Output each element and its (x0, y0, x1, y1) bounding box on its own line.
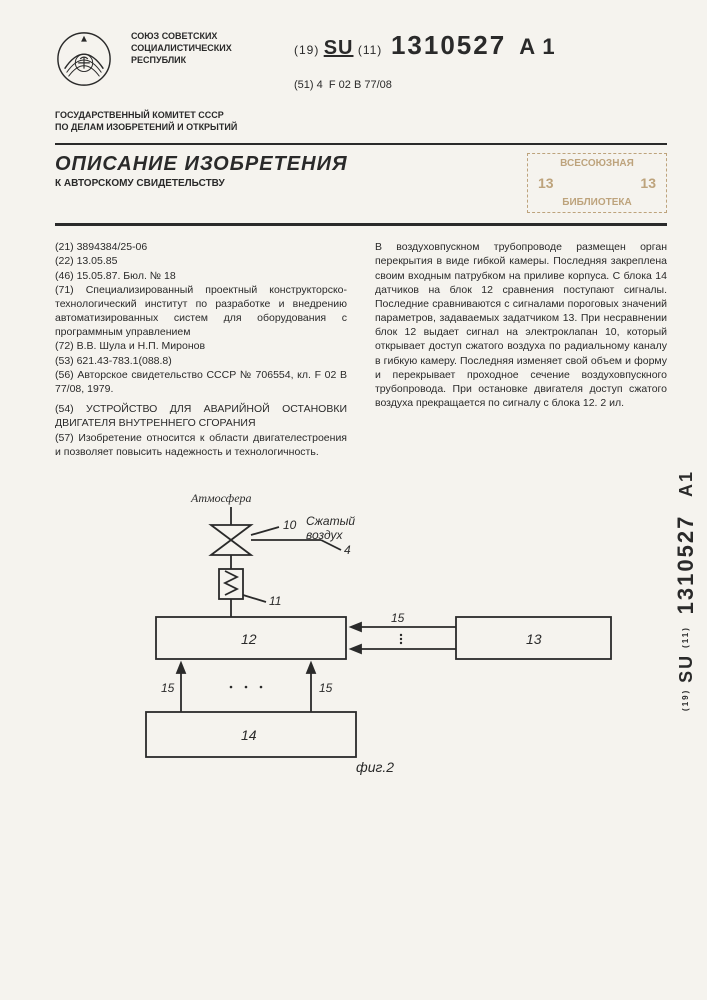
fig-label: фиг.2 (356, 759, 394, 775)
side-text: (19) SU (11) 1310527 A1 (673, 470, 699, 711)
page: СОЮЗ СОВЕТСКИХ СОЦИАЛИСТИЧЕСКИХ РЕСПУБЛИ… (0, 0, 707, 1000)
ipc-code: F 02 B 77/08 (329, 79, 392, 91)
committee-line: ПО ДЕЛАМ ИЗОБРЕТЕНИЙ И ОТКРЫТИЙ (55, 121, 667, 133)
ref-4: 4 (344, 543, 351, 557)
biblio-line: (21) 3894384/25-06 (55, 240, 347, 254)
doc-su: SU (324, 37, 354, 59)
biblio-line: (72) В.В. Шула и Н.П. Миронов (55, 339, 347, 353)
ipc-line: (51) 4 F 02 B 77/08 (294, 79, 667, 91)
stamp-left: 13 (538, 175, 554, 191)
right-column: В воздуховпускном трубопроводе размещен … (375, 240, 667, 459)
biblio-line: (56) Авторское свидетельство СССР № 7065… (55, 368, 347, 396)
side-a1: A1 (676, 470, 696, 497)
biblio-line: (22) 13.05.85 (55, 254, 347, 268)
union-line: СОЮЗ СОВЕТСКИХ (131, 30, 261, 42)
ref-15a: 15 (391, 611, 405, 625)
invention-title: (54) УСТРОЙСТВО ДЛЯ АВАРИЙНОЙ ОСТАНОВКИ … (55, 402, 347, 430)
union-line: СОЦИАЛИСТИЧЕСКИХ (131, 42, 261, 54)
biblio-line: (46) 15.05.87. Бюл. № 18 (55, 269, 347, 283)
union-text: СОЮЗ СОВЕТСКИХ СОЦИАЛИСТИЧЕСКИХ РЕСПУБЛИ… (131, 30, 261, 66)
header-row: СОЮЗ СОВЕТСКИХ СОЦИАЛИСТИЧЕСКИХ РЕСПУБЛИ… (55, 30, 667, 91)
ref-12: 12 (241, 631, 257, 647)
label-air-2: воздух (306, 528, 343, 542)
text-columns: (21) 3894384/25-06 (22) 13.05.85 (46) 15… (55, 240, 667, 459)
committee-line: ГОСУДАРСТВЕННЫЙ КОМИТЕТ СССР (55, 109, 667, 121)
title-sub: К АВТОРСКОМУ СВИДЕТЕЛЬСТВУ (55, 178, 527, 189)
state-emblem (55, 30, 113, 88)
doc-number: 1310527 (391, 30, 506, 60)
left-column: (21) 3894384/25-06 (22) 13.05.85 (46) 15… (55, 240, 347, 459)
stamp-mid: 13 13 (532, 169, 662, 197)
side-p19: (19) (681, 688, 690, 710)
side-p11: (11) (681, 626, 690, 648)
title-block: ОПИСАНИЕ ИЗОБРЕТЕНИЯ К АВТОРСКОМУ СВИДЕТ… (55, 153, 527, 189)
ipc-prefix: (51) 4 (294, 79, 323, 91)
figure-diagram: Атмосфера 10 Сжатый воздух 4 (55, 477, 667, 777)
ref-14: 14 (241, 727, 257, 743)
side-num: 1310527 (673, 514, 698, 614)
doc-suffix: A 1 (519, 34, 555, 59)
stamp-top: ВСЕСОЮЗНАЯ (532, 158, 662, 169)
ref-10: 10 (283, 518, 297, 532)
stamp-bottom: БИБЛИОТЕКА (532, 197, 662, 208)
doc-number-line: (19) SU (11) 1310527 A 1 (294, 30, 667, 61)
side-doc-number: (19) SU (11) 1310527 A1 (671, 340, 701, 840)
side-su: SU (676, 653, 696, 682)
label-air-1: Сжатый (306, 514, 355, 528)
ref-15b: 15 (161, 681, 175, 695)
abstract-start: (57) Изобретение относится к области дви… (55, 431, 347, 459)
title-row: ОПИСАНИЕ ИЗОБРЕТЕНИЯ К АВТОРСКОМУ СВИДЕТ… (55, 153, 667, 213)
biblio-line: (71) Специализированный проектный констр… (55, 283, 347, 340)
library-stamp: ВСЕСОЮЗНАЯ 13 13 БИБЛИОТЕКА (527, 153, 667, 213)
ref-15c: 15 (319, 681, 333, 695)
prefix-11: (11) (358, 43, 382, 57)
ref-11: 11 (269, 594, 281, 608)
stamp-right: 13 (640, 175, 656, 191)
prefix-19: (19) (294, 43, 319, 57)
divider (55, 143, 667, 145)
ref-13: 13 (526, 631, 542, 647)
label-atmosphere: Атмосфера (190, 491, 252, 505)
divider-bold (55, 223, 667, 226)
doc-number-area: (19) SU (11) 1310527 A 1 (51) 4 F 02 B 7… (279, 30, 667, 91)
biblio-line: (53) 621.43-783.1(088.8) (55, 354, 347, 368)
committee-text: ГОСУДАРСТВЕННЫЙ КОМИТЕТ СССР ПО ДЕЛАМ ИЗ… (55, 109, 667, 133)
abstract-text: В воздуховпускном трубопроводе размещен … (375, 240, 667, 410)
union-line: РЕСПУБЛИК (131, 54, 261, 66)
title-main: ОПИСАНИЕ ИЗОБРЕТЕНИЯ (55, 153, 527, 176)
